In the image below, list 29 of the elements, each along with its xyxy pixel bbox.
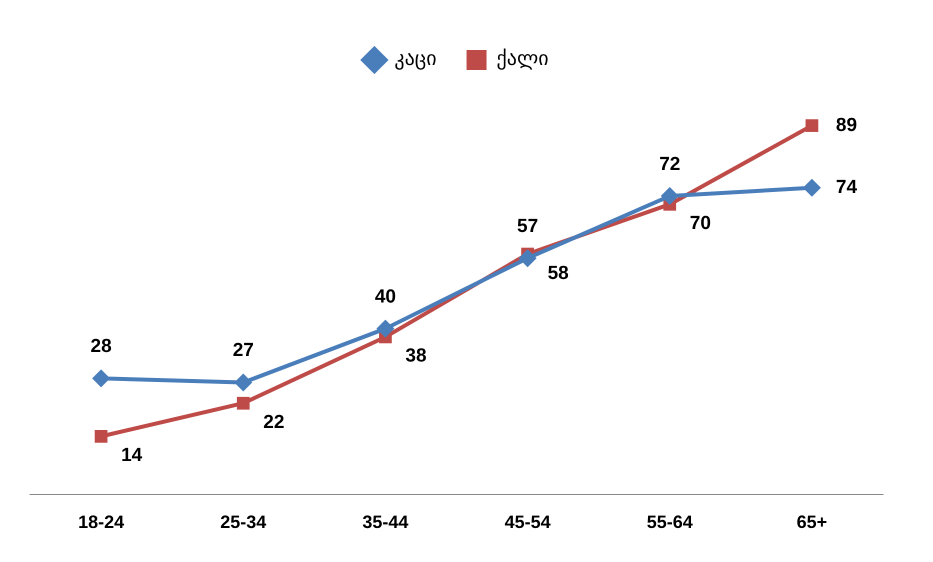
x-tick-label: 35-44 [362,512,408,532]
legend-label: კაცი [394,46,437,70]
x-tick-label: 25-34 [220,512,266,532]
point [806,119,818,132]
point [518,249,537,268]
point [376,320,394,338]
point [802,178,821,197]
data-label: 58 [548,262,569,284]
x-tick-label: 65+ [796,512,828,532]
x-tick-label: 18-24 [78,512,124,532]
point [92,369,110,388]
point [236,396,250,410]
data-label: 57 [517,216,538,237]
data-label: 72 [659,154,680,175]
data-label: 74 [836,176,858,198]
data-label: 89 [836,114,858,136]
point [94,430,108,443]
data-label: 38 [405,346,427,367]
data-label: 22 [263,412,284,433]
point [660,187,679,206]
x-tick-label: 45-54 [504,512,551,532]
data-label: 14 [121,445,143,466]
legend-label: ქალი [496,46,549,70]
data-label: 40 [374,286,396,308]
data-label: 27 [232,340,254,362]
point [234,374,252,392]
data-label: 28 [90,336,112,358]
data-label: 70 [690,213,711,234]
x-tick-label: 55-64 [646,512,693,532]
